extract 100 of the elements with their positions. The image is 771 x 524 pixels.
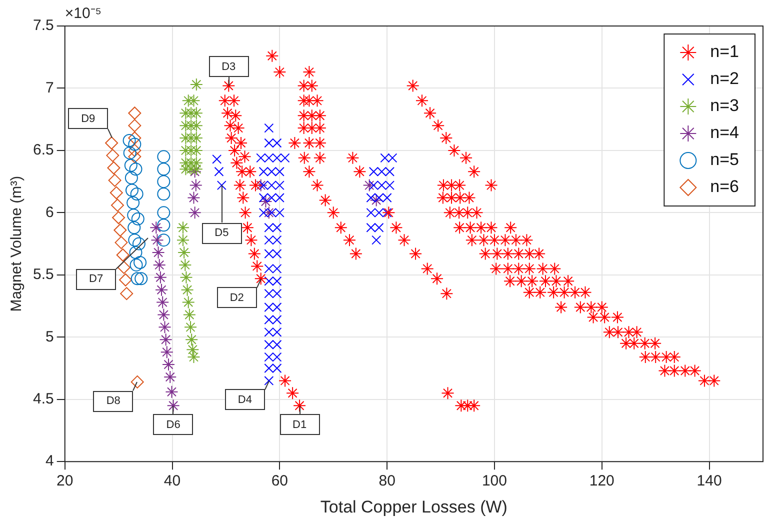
point bbox=[362, 178, 376, 192]
point bbox=[132, 237, 146, 250]
point bbox=[190, 132, 203, 145]
point bbox=[150, 221, 163, 234]
point bbox=[129, 162, 142, 176]
x-tick-label: 40 bbox=[164, 472, 181, 490]
y-tick-label: 5.5 bbox=[32, 266, 54, 284]
point bbox=[190, 78, 203, 91]
point bbox=[187, 94, 200, 108]
point bbox=[128, 119, 142, 132]
point bbox=[157, 206, 170, 220]
point bbox=[159, 333, 172, 346]
point bbox=[120, 287, 134, 300]
point bbox=[179, 144, 192, 157]
point bbox=[157, 162, 170, 176]
annotation: D3 bbox=[208, 56, 249, 78]
x-tick-label: 100 bbox=[482, 472, 507, 490]
point bbox=[150, 234, 164, 247]
point bbox=[152, 258, 166, 272]
point bbox=[162, 358, 175, 372]
point bbox=[186, 343, 200, 356]
point bbox=[128, 221, 141, 234]
point bbox=[110, 198, 124, 212]
point bbox=[184, 106, 198, 120]
point bbox=[157, 234, 170, 247]
legend-label: n=2 bbox=[710, 69, 740, 88]
point bbox=[127, 208, 140, 222]
point bbox=[184, 119, 198, 132]
point bbox=[130, 258, 143, 272]
text: ×10⁻⁵ bbox=[64, 5, 102, 22]
point bbox=[262, 206, 276, 220]
point bbox=[182, 94, 195, 108]
point bbox=[184, 132, 198, 145]
point bbox=[190, 106, 203, 120]
point bbox=[188, 206, 202, 220]
point bbox=[130, 272, 144, 286]
annotation: D1 bbox=[280, 414, 320, 436]
point bbox=[157, 218, 170, 232]
legend-label: n=3 bbox=[710, 96, 740, 116]
point bbox=[128, 132, 142, 145]
point bbox=[185, 333, 198, 346]
point bbox=[125, 184, 138, 197]
point bbox=[190, 144, 203, 157]
point bbox=[128, 144, 142, 157]
point bbox=[187, 350, 200, 364]
point bbox=[124, 158, 138, 172]
point bbox=[157, 150, 170, 164]
y-tick-label: 4.5 bbox=[32, 390, 54, 408]
y-tick-label: 6.5 bbox=[32, 142, 54, 159]
point bbox=[114, 224, 127, 237]
point bbox=[156, 296, 170, 309]
point bbox=[128, 234, 142, 247]
annotation: D8 bbox=[93, 390, 134, 412]
point bbox=[190, 119, 203, 132]
x-tick-label: 120 bbox=[589, 472, 614, 490]
point bbox=[119, 273, 132, 286]
point bbox=[131, 212, 144, 226]
point bbox=[179, 132, 192, 145]
point bbox=[114, 236, 128, 250]
legend-label: n=5 bbox=[710, 150, 740, 170]
y-tick-label: 6 bbox=[46, 204, 54, 221]
y-tick-label: 7 bbox=[46, 79, 54, 96]
point bbox=[134, 256, 147, 269]
legend-label: n=1 bbox=[710, 42, 740, 62]
point bbox=[179, 106, 192, 120]
point bbox=[128, 106, 142, 120]
point bbox=[370, 194, 383, 207]
point bbox=[126, 196, 140, 210]
point bbox=[157, 308, 170, 322]
point bbox=[105, 136, 118, 150]
point bbox=[180, 283, 194, 296]
x-tick-label: 60 bbox=[271, 472, 288, 490]
point bbox=[182, 296, 195, 309]
point bbox=[178, 246, 191, 260]
point bbox=[160, 346, 174, 359]
point bbox=[130, 375, 144, 388]
point bbox=[112, 211, 126, 224]
y-tick-label: 5 bbox=[46, 328, 54, 346]
point bbox=[176, 234, 190, 247]
point bbox=[158, 320, 172, 334]
point bbox=[128, 138, 142, 151]
point bbox=[130, 188, 144, 201]
point bbox=[117, 260, 130, 274]
annotation: D4 bbox=[224, 389, 265, 410]
point bbox=[106, 148, 120, 162]
point bbox=[179, 119, 192, 132]
point bbox=[166, 399, 180, 412]
point bbox=[157, 188, 170, 201]
point bbox=[129, 246, 142, 260]
x-tick-label: 20 bbox=[56, 472, 74, 490]
point bbox=[182, 308, 196, 322]
point bbox=[154, 270, 167, 284]
x-tick-label: 140 bbox=[696, 472, 722, 490]
point bbox=[134, 272, 148, 286]
annotation: D5 bbox=[202, 222, 242, 244]
point bbox=[165, 385, 178, 398]
x-axis-title: Total Copper Losses (W) bbox=[320, 497, 508, 516]
annotation: D2 bbox=[216, 287, 257, 308]
point bbox=[164, 370, 177, 384]
point bbox=[123, 146, 136, 160]
